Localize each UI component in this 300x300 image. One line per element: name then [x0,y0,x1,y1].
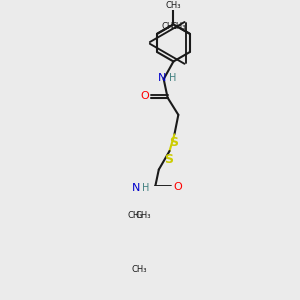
Text: CH₃: CH₃ [127,211,142,220]
Text: S: S [169,136,178,149]
Text: CH₃: CH₃ [161,22,177,31]
Text: H: H [142,183,150,193]
Text: CH₃: CH₃ [170,22,186,31]
Text: CH₃: CH₃ [136,211,152,220]
Text: S: S [164,153,173,166]
Text: O: O [173,182,182,192]
Text: H: H [169,73,176,83]
Text: N: N [158,73,166,83]
Text: CH₃: CH₃ [131,265,147,274]
Text: N: N [132,183,140,193]
Text: CH₃: CH₃ [166,1,181,10]
Text: O: O [141,91,149,101]
